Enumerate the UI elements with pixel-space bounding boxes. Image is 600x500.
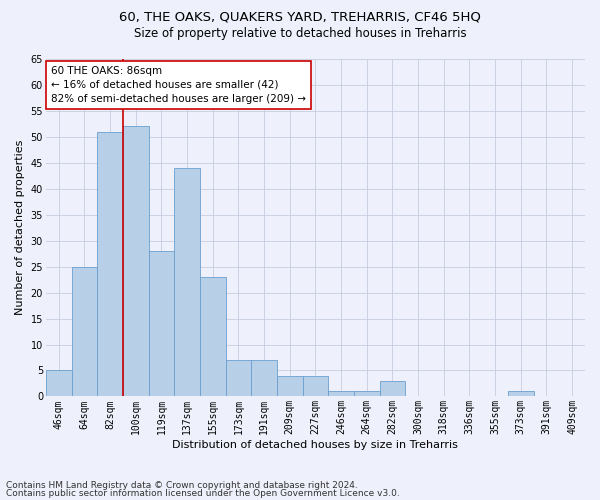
X-axis label: Distribution of detached houses by size in Treharris: Distribution of detached houses by size … bbox=[172, 440, 458, 450]
Text: Contains public sector information licensed under the Open Government Licence v3: Contains public sector information licen… bbox=[6, 488, 400, 498]
Bar bbox=[200, 277, 226, 396]
Bar bbox=[328, 391, 354, 396]
Bar bbox=[149, 251, 174, 396]
Bar bbox=[123, 126, 149, 396]
Text: Size of property relative to detached houses in Treharris: Size of property relative to detached ho… bbox=[134, 28, 466, 40]
Text: 60 THE OAKS: 86sqm
← 16% of detached houses are smaller (42)
82% of semi-detache: 60 THE OAKS: 86sqm ← 16% of detached hou… bbox=[51, 66, 306, 104]
Bar bbox=[71, 266, 97, 396]
Bar bbox=[354, 391, 380, 396]
Bar bbox=[97, 132, 123, 396]
Bar bbox=[226, 360, 251, 397]
Bar bbox=[277, 376, 302, 396]
Bar bbox=[302, 376, 328, 396]
Text: 60, THE OAKS, QUAKERS YARD, TREHARRIS, CF46 5HQ: 60, THE OAKS, QUAKERS YARD, TREHARRIS, C… bbox=[119, 10, 481, 23]
Bar bbox=[251, 360, 277, 397]
Bar bbox=[380, 381, 405, 396]
Bar bbox=[508, 391, 533, 396]
Bar bbox=[174, 168, 200, 396]
Bar bbox=[46, 370, 71, 396]
Text: Contains HM Land Registry data © Crown copyright and database right 2024.: Contains HM Land Registry data © Crown c… bbox=[6, 481, 358, 490]
Y-axis label: Number of detached properties: Number of detached properties bbox=[15, 140, 25, 316]
